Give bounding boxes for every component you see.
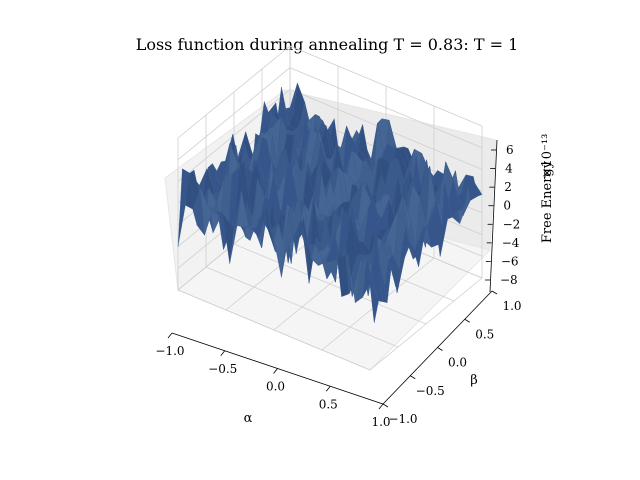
y-grid-line — [177, 289, 371, 371]
z-grid-line-left — [177, 45, 291, 139]
y-grid-line — [205, 266, 399, 348]
y-tick-label: 0.5 — [475, 327, 494, 341]
x-ticks: −1.0 −0.5 0.0 0.5 1.0 — [155, 332, 391, 429]
y-tick-label: 0.0 — [448, 356, 467, 370]
x-tick-label: −0.5 — [208, 362, 237, 376]
x-tick-label: 0.0 — [266, 380, 285, 394]
z-tick-label: 4 — [505, 162, 513, 176]
z-grid-line-left — [177, 67, 291, 161]
x-tick-mark — [325, 386, 331, 392]
z-tick-label: −8 — [500, 273, 518, 287]
chart-title: Loss function during annealing T = 0.83:… — [136, 35, 519, 54]
z-tick-label: −6 — [501, 254, 519, 268]
y-tick-mark — [382, 403, 389, 408]
surface-patch — [362, 256, 375, 323]
z-axis-label-group: Free Energy ×10⁻¹³ — [540, 134, 555, 243]
y-tick-mark — [437, 347, 443, 351]
z-ticks: −8 −6 −4 −2 0 2 4 6 — [485, 143, 520, 287]
y-axis-label: β — [470, 373, 478, 388]
y-ticks: −1.0 −0.50.0 0.5 1.0 — [382, 290, 522, 426]
x-tick-label: −1.0 — [155, 344, 184, 358]
x-tick-mark — [220, 350, 226, 356]
x-axis-label: α — [244, 411, 253, 426]
z-tick-label: 6 — [506, 143, 514, 157]
z-axis-line — [489, 139, 498, 293]
y-tick-mark — [410, 375, 416, 380]
x-tick-label: 1.0 — [371, 415, 390, 429]
x-tick-mark — [378, 403, 384, 410]
x-tick-mark — [167, 332, 173, 339]
z-tick-label: 2 — [504, 180, 512, 194]
y-tick-label: −0.5 — [416, 384, 445, 398]
y-tick-mark — [491, 290, 498, 295]
z-grid-line-back — [289, 67, 483, 149]
y-grid-line — [233, 243, 427, 325]
y-tick-label: 1.0 — [502, 299, 521, 313]
x-tick-label: 0.5 — [319, 397, 338, 411]
z-grid-line-left — [177, 89, 291, 182]
z-scale-label: ×10⁻¹³ — [540, 134, 555, 179]
x-tick-mark — [273, 368, 278, 374]
z-tick-label: −2 — [503, 217, 521, 231]
free-energy-surface — [177, 82, 483, 323]
z-tick-label: 0 — [503, 199, 511, 213]
z-grid-line-back — [289, 45, 483, 127]
z-axis-label: Free Energy — [540, 160, 555, 243]
y-tick-label: −1.0 — [388, 412, 417, 426]
z-tick-label: −4 — [502, 236, 520, 250]
y-tick-mark — [464, 318, 470, 323]
